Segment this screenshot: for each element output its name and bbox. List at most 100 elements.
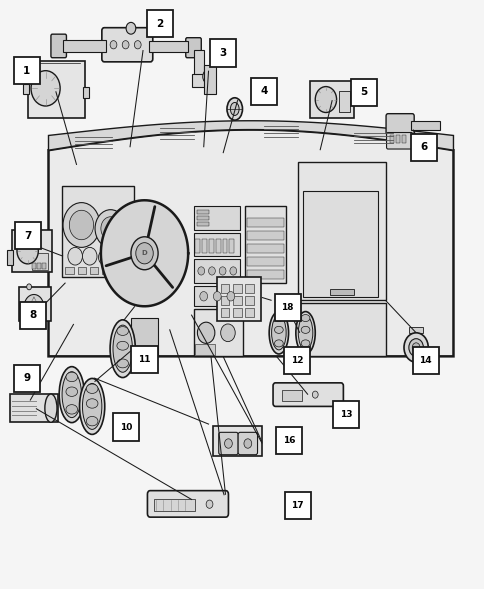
Ellipse shape [301, 326, 309, 333]
FancyBboxPatch shape [20, 302, 46, 329]
Bar [244, 296, 253, 305]
Bar [298, 303, 385, 356]
Circle shape [224, 439, 232, 448]
Ellipse shape [66, 405, 77, 414]
Polygon shape [48, 130, 453, 356]
FancyBboxPatch shape [251, 78, 277, 105]
FancyBboxPatch shape [274, 294, 300, 321]
Circle shape [213, 292, 221, 301]
Bar [32, 263, 36, 269]
Ellipse shape [66, 372, 77, 382]
Circle shape [227, 292, 234, 301]
FancyBboxPatch shape [185, 38, 201, 58]
Text: 16: 16 [282, 436, 295, 445]
FancyBboxPatch shape [412, 347, 438, 374]
Bar [12, 230, 52, 272]
Bar [195, 239, 200, 253]
Bar [31, 253, 48, 270]
Ellipse shape [295, 312, 315, 354]
FancyBboxPatch shape [51, 34, 66, 58]
FancyBboxPatch shape [385, 114, 413, 135]
Circle shape [31, 71, 60, 106]
Circle shape [411, 343, 419, 352]
Ellipse shape [298, 316, 312, 350]
Bar [197, 210, 209, 214]
Bar [247, 270, 283, 279]
Bar [197, 216, 209, 220]
Bar [232, 308, 241, 317]
Circle shape [136, 243, 153, 264]
Bar [220, 284, 229, 293]
Bar [42, 263, 45, 269]
Bar [310, 81, 353, 118]
Bar [247, 257, 283, 266]
Bar [195, 344, 214, 355]
Ellipse shape [86, 399, 98, 408]
Polygon shape [101, 200, 188, 306]
Bar [83, 87, 89, 98]
Ellipse shape [301, 340, 309, 347]
Circle shape [27, 284, 31, 290]
Bar [154, 499, 195, 511]
Ellipse shape [62, 372, 81, 418]
FancyBboxPatch shape [410, 134, 437, 161]
Ellipse shape [113, 325, 132, 372]
Text: 13: 13 [339, 410, 352, 419]
Bar [192, 74, 213, 87]
Bar [28, 61, 85, 118]
FancyBboxPatch shape [350, 79, 376, 106]
Text: 11: 11 [138, 355, 151, 364]
Ellipse shape [45, 394, 57, 422]
Circle shape [63, 203, 100, 247]
Circle shape [197, 322, 214, 343]
Circle shape [134, 41, 141, 49]
FancyBboxPatch shape [147, 10, 173, 37]
Bar [298, 162, 385, 300]
Bar [410, 121, 439, 130]
Text: 17: 17 [291, 501, 303, 510]
Text: 10: 10 [120, 422, 132, 432]
Bar [149, 41, 188, 52]
Text: 5: 5 [360, 88, 366, 97]
Polygon shape [48, 121, 453, 150]
Ellipse shape [227, 98, 242, 120]
Circle shape [82, 247, 97, 265]
Ellipse shape [274, 340, 283, 347]
Text: 14: 14 [419, 356, 431, 365]
Bar [209, 239, 213, 253]
Ellipse shape [86, 384, 98, 393]
Bar [339, 91, 349, 112]
Circle shape [206, 500, 212, 508]
Bar [244, 206, 286, 283]
Circle shape [312, 391, 318, 398]
Bar [102, 267, 110, 274]
Text: 8: 8 [30, 310, 36, 320]
Ellipse shape [117, 342, 128, 350]
Bar [215, 239, 220, 253]
Circle shape [197, 267, 204, 275]
Circle shape [98, 250, 110, 264]
Ellipse shape [274, 315, 283, 322]
Ellipse shape [110, 320, 135, 378]
Text: 6: 6 [420, 143, 427, 152]
FancyBboxPatch shape [386, 133, 412, 149]
Bar [222, 239, 227, 253]
Bar [220, 296, 229, 305]
FancyBboxPatch shape [113, 413, 139, 441]
FancyBboxPatch shape [131, 346, 157, 373]
FancyBboxPatch shape [218, 432, 238, 455]
Ellipse shape [301, 315, 309, 322]
Ellipse shape [82, 383, 102, 429]
Bar [244, 284, 253, 293]
Bar [232, 296, 241, 305]
Text: 12: 12 [290, 356, 302, 365]
Ellipse shape [59, 366, 84, 423]
Bar [329, 289, 353, 294]
Bar [90, 267, 98, 274]
FancyBboxPatch shape [238, 432, 257, 455]
Bar [203, 65, 215, 94]
Bar [65, 267, 74, 274]
Bar [37, 263, 41, 269]
Ellipse shape [66, 387, 77, 396]
Circle shape [219, 267, 226, 275]
